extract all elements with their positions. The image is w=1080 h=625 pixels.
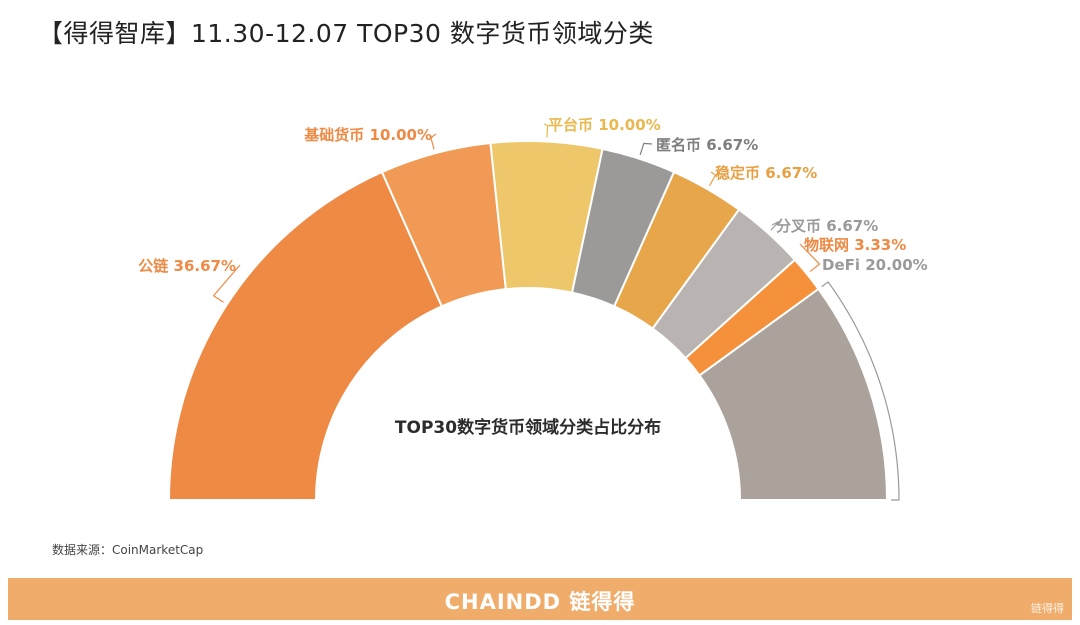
- label-物联网: 物联网 3.33%: [804, 236, 906, 254]
- leader-平台币: [543, 123, 549, 138]
- footer-logo: CHAINDD 链得得: [444, 590, 636, 614]
- leader-公链: [212, 264, 241, 303]
- label-基础货币: 基础货币 10.00%: [303, 126, 432, 144]
- slice-labels: 公链 36.67% 基础货币 10.00% 平台币 10.00% 匿名币 6.67% 稳…: [138, 116, 927, 275]
- chart-slices: [167, 140, 889, 501]
- chart-center-label: TOP30数字货币领域分类占比分布: [395, 417, 661, 438]
- leader-defi: [821, 281, 900, 501]
- label-leaders: [212, 123, 900, 501]
- slice-defi: [698, 287, 889, 501]
- footer-bar: CHAINDD 链得得 链得得: [8, 578, 1072, 620]
- leader-稳定币: [708, 171, 717, 186]
- label-公链: 公链 36.67%: [138, 257, 236, 275]
- label-稳定币: 稳定币 6.67%: [715, 164, 817, 182]
- label-平台币: 平台币 10.00%: [548, 116, 661, 134]
- footer-badge: 链得得: [1031, 602, 1064, 615]
- leader-物联网: [799, 243, 821, 273]
- leader-分叉币: [770, 220, 780, 231]
- label-defi: DeFi 20.00%: [822, 256, 928, 274]
- page-title: 【得得智库】11.30-12.07 TOP30 数字货币领域分类: [38, 19, 654, 48]
- source-note: 数据来源：CoinMarketCap: [52, 543, 204, 557]
- leader-匿名币: [639, 142, 653, 155]
- label-分叉币: 分叉币 6.67%: [776, 217, 878, 235]
- leader-基础货币: [430, 133, 437, 150]
- slice-公链: [167, 170, 444, 501]
- label-匿名币: 匿名币 6.67%: [656, 136, 758, 154]
